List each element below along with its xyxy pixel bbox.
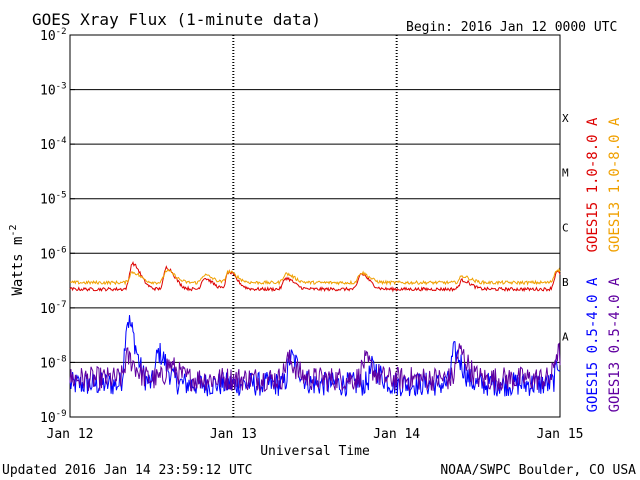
flare-class-labels: X M C B A [562,112,569,343]
y-tick-label-5: 10-7 [40,300,67,317]
legend-entry-0: GOES15 1.0-8.0 A [585,117,601,252]
class-label-a: A [562,330,569,343]
y-tick-label-2: 10-4 [40,136,67,153]
x-tick-label-3: Jan 15 [537,427,584,442]
decade-gridlines [70,89,560,363]
plot-frame [69,34,561,418]
begin-label: Begin: 2016 Jan 12 0000 UTC [406,20,617,35]
y-tick-label-1: 10-3 [40,82,67,99]
series-line-0 [69,260,561,293]
credit-label: NOAA/SWPC Boulder, CO USA [440,463,636,478]
x-axis-label: Universal Time [260,444,370,459]
class-label-c: C [562,221,569,234]
y-tick-label-3: 10-5 [40,191,67,208]
plot-area [69,34,561,418]
x-tick-label-1: Jan 13 [210,427,257,442]
day-gridlines [232,35,398,417]
x-tick-labels: Jan 12 Jan 13 Jan 14 Jan 15 [47,427,584,442]
series-line-1 [69,267,561,286]
class-label-b: B [562,276,569,289]
x-tick-label-0: Jan 12 [47,427,94,442]
y-tick-label-7: 10-9 [40,409,67,426]
updated-timestamp: Updated 2016 Jan 14 23:59:12 UTC [2,463,252,478]
legend-entry-3: GOES13 0.5-4.0 A [607,277,623,412]
class-label-m: M [562,167,569,180]
chart-title: GOES Xray Flux (1-minute data) [32,10,321,29]
legend: GOES15 1.0-8.0 A GOES13 1.0-8.0 A GOES15 0… [585,117,623,412]
y-tick-label-0: 10-2 [40,27,67,44]
series-layer [69,260,561,397]
legend-entry-2: GOES15 0.5-4.0 A [585,277,601,412]
y-axis-label: Watts m-2 [8,224,26,295]
y-tick-label-4: 10-6 [40,245,67,262]
legend-entry-1: GOES13 1.0-8.0 A [607,117,623,252]
series-line-2 [69,315,561,397]
y-tick-labels: 10-2 10-3 10-4 10-5 10-6 10-7 10-8 10-9 [40,27,75,426]
y-tick-label-6: 10-8 [40,354,67,371]
series-line-3 [69,342,561,393]
x-tick-label-2: Jan 14 [373,427,420,442]
class-label-x: X [562,112,569,125]
